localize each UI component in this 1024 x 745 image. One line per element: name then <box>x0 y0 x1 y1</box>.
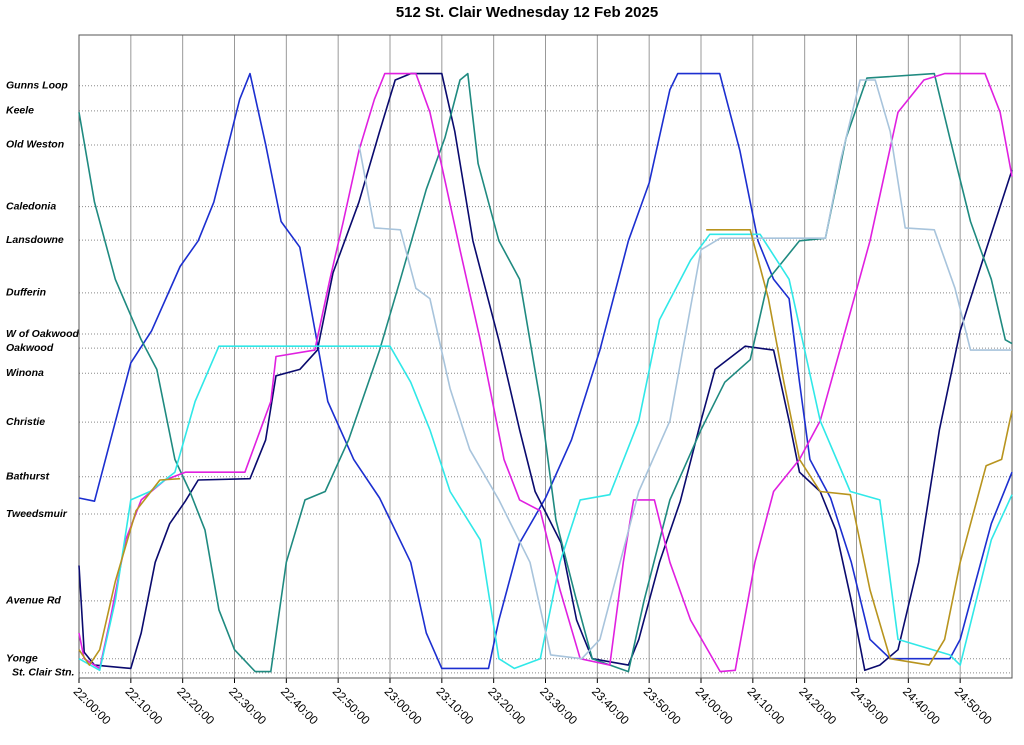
y-tick-label: Dufferin <box>6 287 46 299</box>
y-tick-label: Gunns Loop <box>6 80 68 92</box>
trace-line <box>78 233 1013 672</box>
y-tick-label: Oakwood <box>6 342 54 354</box>
y-tick-label: Avenue Rd <box>5 595 61 607</box>
trace-line <box>358 79 1012 660</box>
chart-title: 512 St. Clair Wednesday 12 Feb 2025 <box>396 4 658 21</box>
y-tick-label: Lansdowne <box>6 234 64 246</box>
y-tick-label: Keele <box>6 105 34 117</box>
y-tick-label: Caledonia <box>6 200 56 212</box>
y-tick-label: Winona <box>6 367 44 379</box>
trace-line <box>78 72 1013 672</box>
y-tick-label: W of Oakwood <box>6 328 79 340</box>
y-tick-label: St. Clair Stn. <box>12 667 75 679</box>
trace-line <box>78 72 1013 670</box>
y-tick-label: Old Weston <box>6 139 64 151</box>
y-tick-label: Tweedsmuir <box>6 508 68 520</box>
trace-line <box>78 72 1013 673</box>
plot-frame <box>78 34 1013 679</box>
trace-line <box>78 229 1013 666</box>
y-tick-label: Bathurst <box>6 471 50 483</box>
y-tick-label: Christie <box>6 416 45 428</box>
y-tick-label: Yonge <box>6 652 38 664</box>
